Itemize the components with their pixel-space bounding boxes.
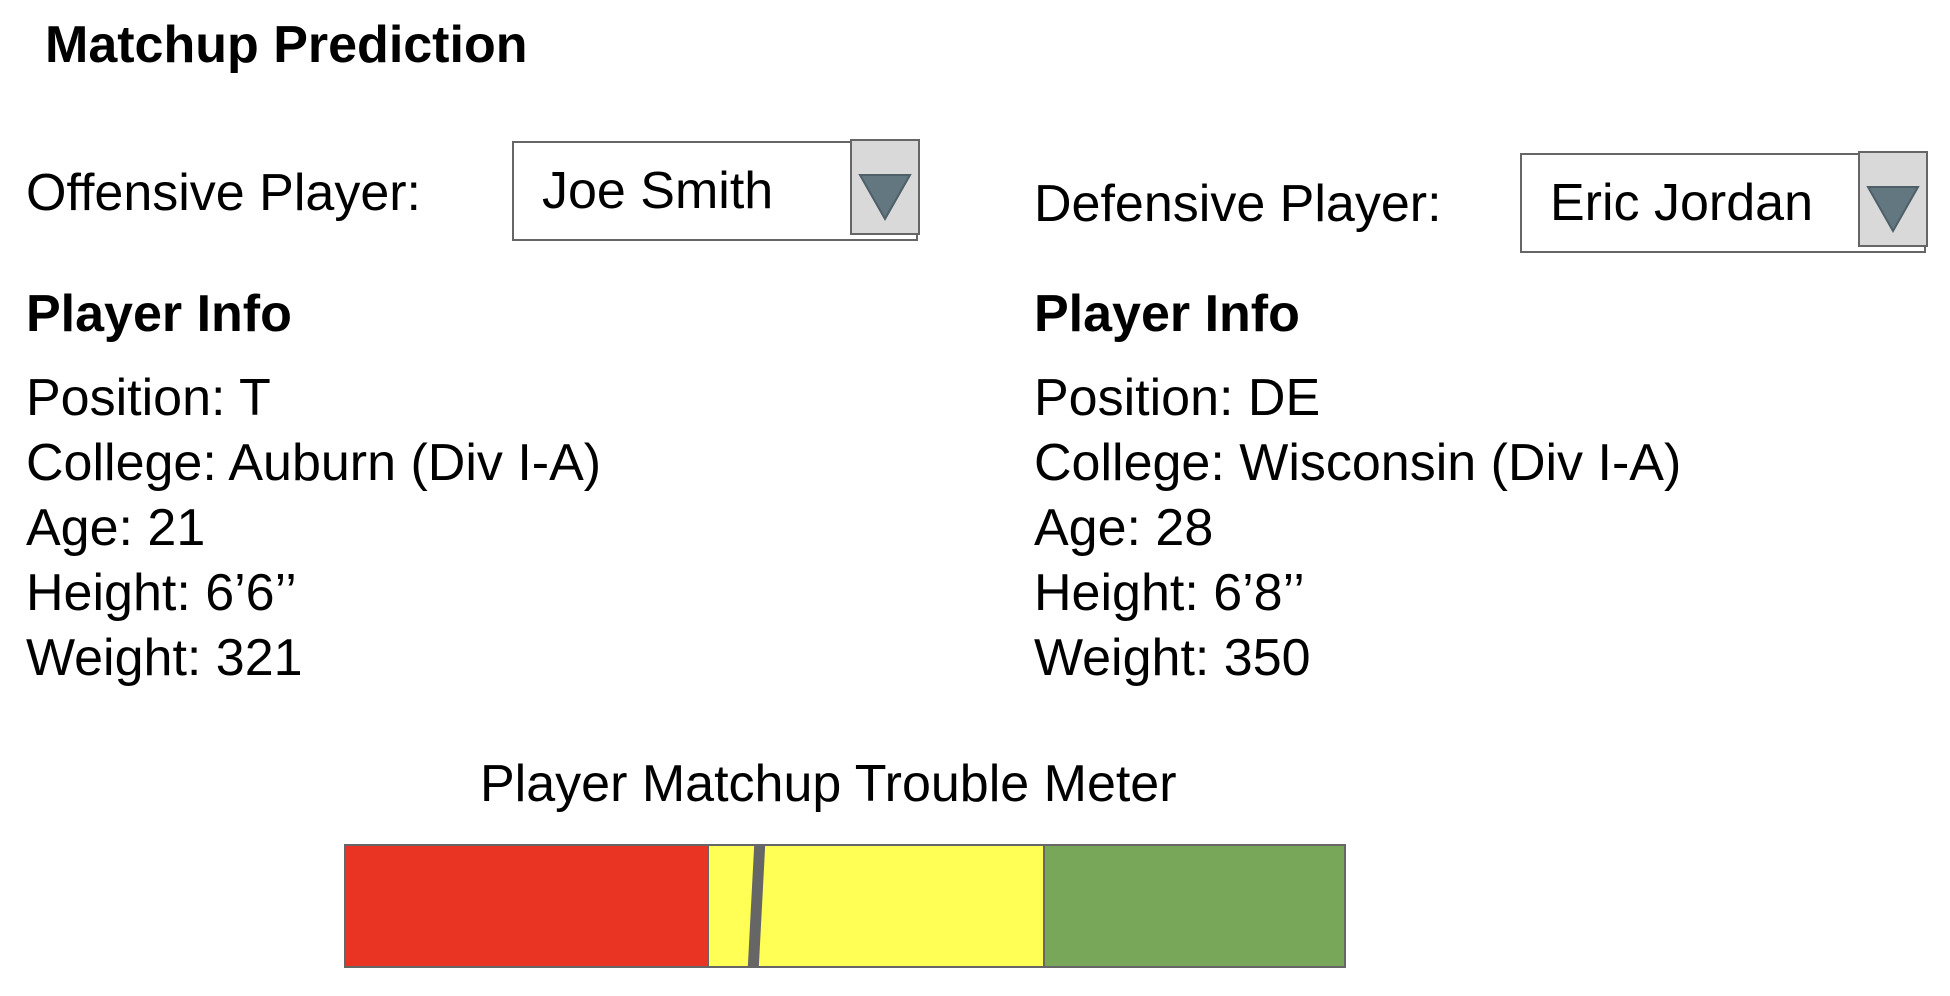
meter-title: Player Matchup Trouble Meter bbox=[480, 755, 1177, 813]
meter-segment-red bbox=[346, 846, 708, 966]
offensive-player-select[interactable]: Joe Smith bbox=[512, 139, 920, 241]
defensive-player-value: Eric Jordan bbox=[1550, 174, 1813, 232]
offensive-info-heading: Player Info bbox=[26, 285, 292, 343]
page-title: Matchup Prediction bbox=[45, 16, 528, 74]
defensive-college: College: Wisconsin (Div I-A) bbox=[1034, 434, 1682, 492]
trouble-meter bbox=[344, 844, 1346, 968]
chevron-down-icon bbox=[858, 174, 912, 222]
defensive-position: Position: DE bbox=[1034, 369, 1321, 427]
defensive-info-heading: Player Info bbox=[1034, 285, 1300, 343]
meter-segment-green bbox=[1042, 846, 1344, 966]
defensive-player-label: Defensive Player: bbox=[1034, 175, 1442, 233]
offensive-player-dropdown-button[interactable] bbox=[850, 139, 920, 235]
defensive-height: Height: 6’8’’ bbox=[1034, 564, 1305, 622]
offensive-player-label: Offensive Player: bbox=[26, 164, 422, 222]
offensive-position: Position: T bbox=[26, 369, 271, 427]
chevron-down-icon bbox=[1866, 186, 1920, 234]
offensive-height: Height: 6’6’’ bbox=[26, 564, 297, 622]
defensive-age: Age: 28 bbox=[1034, 499, 1214, 557]
defensive-player-dropdown-button[interactable] bbox=[1858, 151, 1928, 247]
defensive-info-list: Position: DE College: Wisconsin (Div I-A… bbox=[1034, 366, 1681, 691]
offensive-player-value: Joe Smith bbox=[542, 162, 774, 220]
offensive-info-list: Position: T College: Auburn (Div I-A) Ag… bbox=[26, 366, 601, 691]
offensive-weight: Weight: 321 bbox=[26, 629, 303, 687]
defensive-player-select[interactable]: Eric Jordan bbox=[1520, 151, 1928, 253]
offensive-college: College: Auburn (Div I-A) bbox=[26, 434, 602, 492]
defensive-weight: Weight: 350 bbox=[1034, 629, 1311, 687]
offensive-age: Age: 21 bbox=[26, 499, 206, 557]
